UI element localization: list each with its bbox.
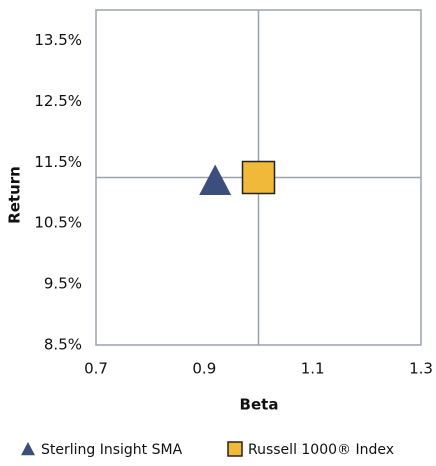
legend-marker [227,441,243,457]
legend-label: Sterling Insight SMA [41,442,183,458]
y-tick-label: 10.5% [34,214,82,232]
y-tick-label: 8.5% [44,336,82,354]
y-axis-label: Return [6,166,24,224]
x-tick-label: 1.1 [301,360,325,378]
square-marker [241,160,276,195]
x-axis-label: Beta [240,396,279,414]
y-tick-label: 9.5% [44,275,82,293]
y-tick-label: 12.5% [34,92,82,110]
triangle-marker [199,164,232,195]
legend-marker [21,442,35,456]
x-tick-label: 0.7 [84,360,108,378]
y-tick-label: 11.5% [34,153,82,171]
y-tick-label: 13.5% [34,31,82,49]
x-tick-label: 1.3 [409,360,433,378]
x-tick-label: 0.9 [192,360,216,378]
legend-label: Russell 1000® Index [248,442,394,458]
